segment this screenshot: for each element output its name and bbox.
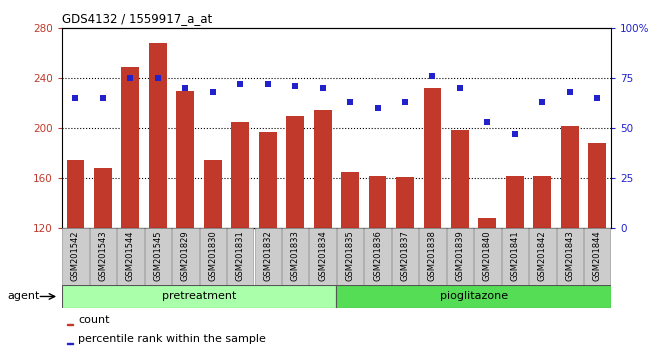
Bar [117,228,144,285]
Bar [584,228,610,285]
Text: GSM201843: GSM201843 [566,230,575,281]
Text: GSM201543: GSM201543 [98,230,107,281]
Point [565,90,575,95]
Bar [506,176,524,354]
Text: GSM201542: GSM201542 [71,230,80,280]
Point [153,75,163,81]
Bar [67,343,73,344]
Bar [365,228,391,285]
Bar [529,228,556,285]
Bar [149,43,167,354]
Bar [561,126,579,354]
Text: GSM201836: GSM201836 [373,230,382,281]
Point [510,131,520,137]
Text: GSM201544: GSM201544 [126,230,135,280]
Text: GSM201833: GSM201833 [291,230,300,281]
Point [482,120,493,125]
Bar [556,228,583,285]
Point [207,90,218,95]
Text: GSM201837: GSM201837 [400,230,410,281]
Bar [62,285,337,308]
Bar [478,218,497,354]
Bar [122,67,139,354]
Point [372,105,383,111]
Point [592,96,603,101]
Text: pioglitazone: pioglitazone [439,291,508,302]
Point [537,99,547,105]
Text: GSM201545: GSM201545 [153,230,162,280]
Text: GSM201838: GSM201838 [428,230,437,281]
Bar [314,110,332,354]
Bar [502,228,528,285]
Bar [94,169,112,354]
Point [70,96,81,101]
Bar [309,228,336,285]
Bar [396,177,414,354]
Bar [282,228,308,285]
Point [400,99,410,105]
Bar [341,172,359,354]
Text: GSM201844: GSM201844 [593,230,602,281]
Text: percentile rank within the sample: percentile rank within the sample [78,334,266,344]
Text: GSM201841: GSM201841 [510,230,519,281]
Text: GSM201834: GSM201834 [318,230,327,281]
Bar [67,324,73,325]
Text: GSM201830: GSM201830 [208,230,217,281]
Text: count: count [78,315,109,325]
Point [290,84,300,89]
Bar [337,285,611,308]
Text: GSM201840: GSM201840 [483,230,492,281]
Bar [474,228,500,285]
Bar [286,116,304,354]
Bar [66,160,84,354]
Text: agent: agent [8,291,40,301]
Point [317,86,328,91]
Bar [534,176,551,354]
Bar [424,88,441,354]
Bar [90,228,116,285]
Text: GDS4132 / 1559917_a_at: GDS4132 / 1559917_a_at [62,12,212,25]
Bar [588,143,606,354]
Bar [419,228,446,285]
Point [180,86,190,91]
Point [455,86,465,91]
Point [345,99,356,105]
Point [235,81,246,87]
Text: GSM201831: GSM201831 [236,230,245,281]
Bar [62,228,88,285]
Bar [369,176,387,354]
Bar [447,228,473,285]
Bar [231,122,249,354]
Bar [392,228,418,285]
Point [98,96,108,101]
Text: GSM201832: GSM201832 [263,230,272,281]
Point [263,81,273,87]
Bar [200,228,226,285]
Point [427,74,437,79]
Bar [259,132,277,354]
Bar [176,91,194,354]
Text: GSM201835: GSM201835 [346,230,355,281]
Bar [451,130,469,354]
Bar [204,160,222,354]
Bar [227,228,254,285]
Text: GSM201829: GSM201829 [181,230,190,281]
Text: pretreatment: pretreatment [162,291,236,302]
Bar [255,228,281,285]
Bar [172,228,198,285]
Bar [145,228,171,285]
Text: GSM201839: GSM201839 [456,230,465,281]
Text: GSM201842: GSM201842 [538,230,547,281]
Point [125,75,136,81]
Bar [337,228,363,285]
